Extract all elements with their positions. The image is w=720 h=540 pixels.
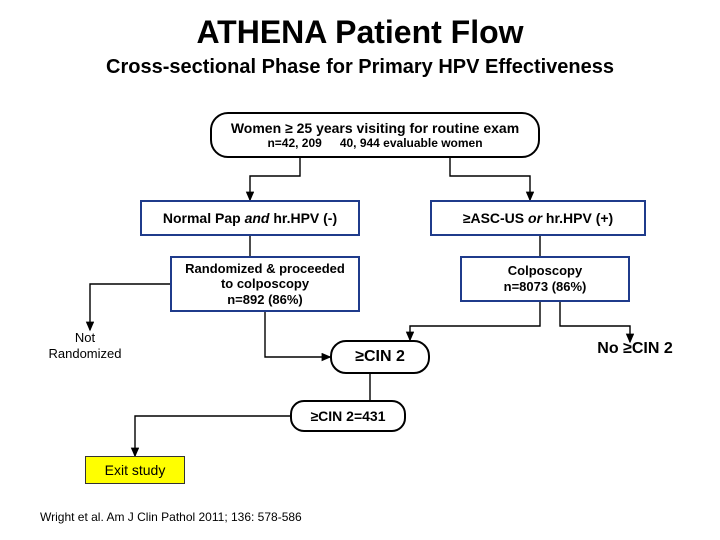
cin2-431-text: ≥CIN 2=431 <box>310 408 385 424</box>
randomized-l1: Randomized & proceeded <box>185 261 345 277</box>
page-subtitle: Cross-sectional Phase for Primary HPV Ef… <box>0 56 720 79</box>
colpo-l2: n=8073 (86%) <box>504 279 587 295</box>
entry-evaluable: 40, 944 evaluable women <box>340 136 483 150</box>
node-cin2: ≥CIN 2 <box>330 340 430 374</box>
nocin2-text: No ≥CIN 2 <box>597 340 672 358</box>
citation: Wright et al. Am J Clin Pathol 2011; 136… <box>40 510 302 524</box>
notrand-l2: Randomized <box>49 346 122 362</box>
ascus-text: ≥ASC-US or hr.HPV (+) <box>463 210 613 226</box>
node-normal-pap: Normal Pap and hr.HPV (-) <box>140 200 360 236</box>
node-entry: Women ≥ 25 years visiting for routine ex… <box>210 112 540 158</box>
node-ascus: ≥ASC-US or hr.HPV (+) <box>430 200 646 236</box>
normal-pap-text: Normal Pap and hr.HPV (-) <box>163 210 337 226</box>
node-cin2-431: ≥CIN 2=431 <box>290 400 406 432</box>
cin2-text: ≥CIN 2 <box>355 348 405 366</box>
entry-n: n=42, 209 <box>267 136 321 150</box>
notrand-l1: Not <box>75 330 95 346</box>
colpo-l1: Colposcopy <box>508 263 582 279</box>
randomized-l2: to colposcopy <box>221 276 309 292</box>
node-exit-study: Exit study <box>85 456 185 484</box>
node-colposcopy: Colposcopy n=8073 (86%) <box>460 256 630 302</box>
exit-text: Exit study <box>105 462 166 478</box>
node-not-randomized: Not Randomized <box>40 330 130 361</box>
entry-line1: Women ≥ 25 years visiting for routine ex… <box>231 120 519 136</box>
page-title: ATHENA Patient Flow <box>0 14 720 51</box>
node-no-cin2: No ≥CIN 2 <box>580 340 690 358</box>
node-randomized: Randomized & proceeded to colposcopy n=8… <box>170 256 360 312</box>
randomized-l3: n=892 (86%) <box>227 292 303 308</box>
